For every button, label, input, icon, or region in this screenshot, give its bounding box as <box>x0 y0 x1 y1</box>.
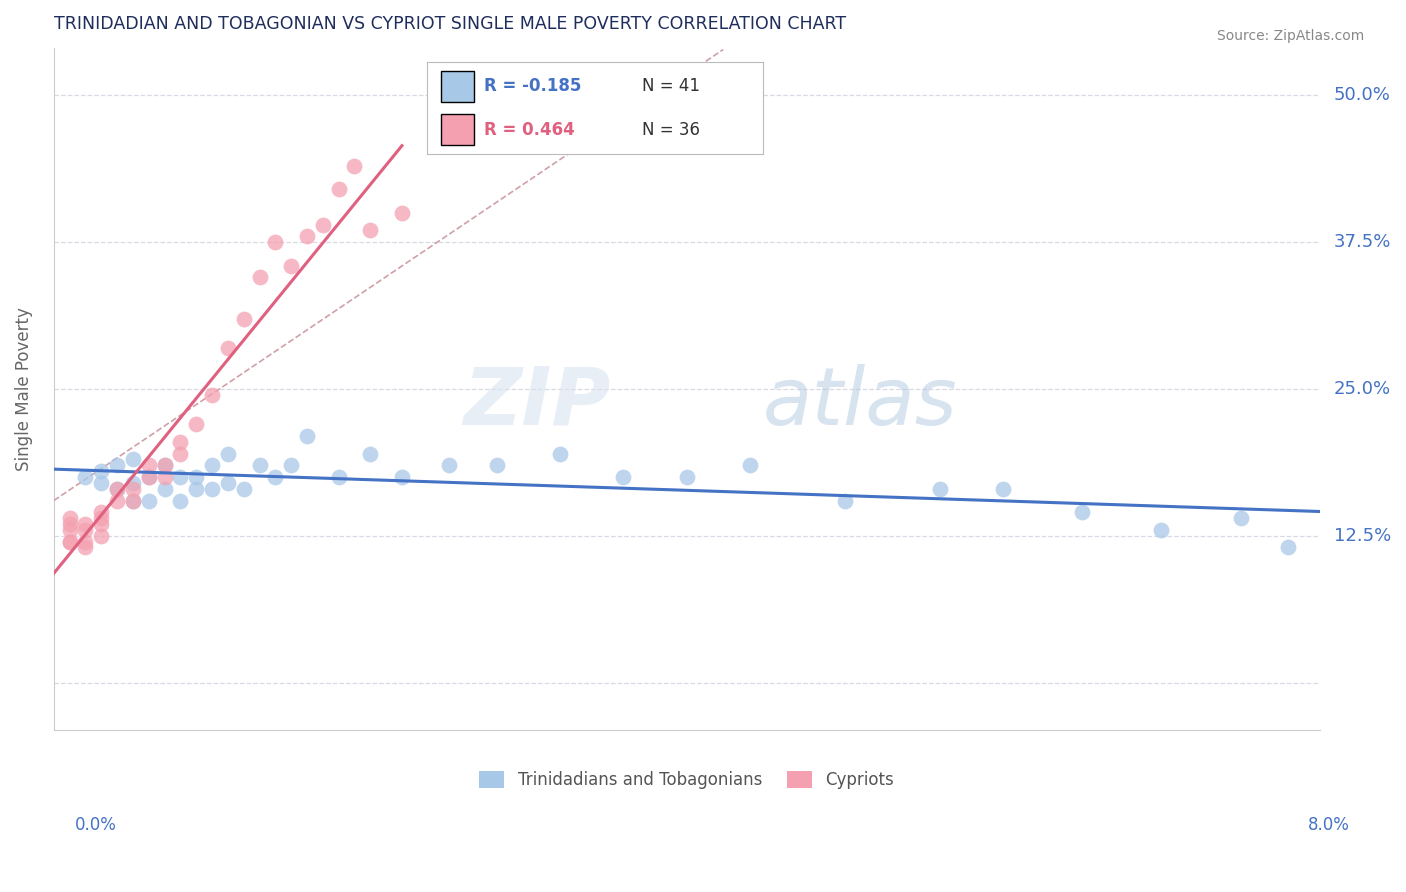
Point <box>359 446 381 460</box>
Point <box>105 482 128 496</box>
Point <box>122 452 145 467</box>
Point <box>295 229 318 244</box>
Point <box>328 470 350 484</box>
Point <box>105 493 128 508</box>
Point <box>232 482 254 496</box>
Point <box>217 475 239 490</box>
Point <box>169 434 191 449</box>
Text: 37.5%: 37.5% <box>1334 233 1391 252</box>
Point <box>122 475 145 490</box>
Point <box>138 470 160 484</box>
Point <box>1277 541 1299 555</box>
Point <box>138 493 160 508</box>
Point <box>280 458 302 473</box>
Point <box>359 223 381 237</box>
Text: Source: ZipAtlas.com: Source: ZipAtlas.com <box>1216 29 1364 43</box>
Point <box>548 446 571 460</box>
Point <box>232 311 254 326</box>
Point <box>249 458 271 473</box>
Point <box>75 516 97 531</box>
Point <box>138 470 160 484</box>
Point <box>295 429 318 443</box>
Point <box>122 493 145 508</box>
Point <box>312 218 335 232</box>
Point <box>186 470 208 484</box>
Text: 0.0%: 0.0% <box>75 816 117 834</box>
Point <box>391 206 413 220</box>
Point <box>249 270 271 285</box>
Point <box>153 458 176 473</box>
Point <box>343 159 366 173</box>
Point <box>59 534 82 549</box>
Point <box>485 458 508 473</box>
Point <box>186 482 208 496</box>
Point <box>105 458 128 473</box>
Point <box>439 458 461 473</box>
Point <box>138 458 160 473</box>
Point <box>929 482 952 496</box>
Point <box>59 516 82 531</box>
Text: 8.0%: 8.0% <box>1308 816 1350 834</box>
Point <box>834 493 856 508</box>
Point <box>153 458 176 473</box>
Point <box>264 470 287 484</box>
Text: 12.5%: 12.5% <box>1334 527 1391 545</box>
Point <box>59 511 82 525</box>
Point <box>90 529 112 543</box>
Point <box>75 470 97 484</box>
Point <box>75 523 97 537</box>
Text: atlas: atlas <box>762 364 957 442</box>
Text: TRINIDADIAN AND TOBAGONIAN VS CYPRIOT SINGLE MALE POVERTY CORRELATION CHART: TRINIDADIAN AND TOBAGONIAN VS CYPRIOT SI… <box>53 15 846 33</box>
Point <box>391 470 413 484</box>
Point <box>169 446 191 460</box>
Legend: Trinidadians and Tobagonians, Cypriots: Trinidadians and Tobagonians, Cypriots <box>472 764 901 796</box>
Point <box>217 446 239 460</box>
Point <box>1229 511 1251 525</box>
Point <box>280 259 302 273</box>
Point <box>612 470 634 484</box>
Point <box>169 470 191 484</box>
Point <box>738 458 761 473</box>
Point <box>59 523 82 537</box>
Text: 25.0%: 25.0% <box>1334 380 1391 398</box>
Point <box>153 482 176 496</box>
Point <box>75 541 97 555</box>
Point <box>122 493 145 508</box>
Point <box>675 470 697 484</box>
Point <box>90 475 112 490</box>
Point <box>59 534 82 549</box>
Point <box>75 534 97 549</box>
Point <box>90 516 112 531</box>
Point <box>201 388 224 402</box>
Point <box>169 493 191 508</box>
Point <box>993 482 1015 496</box>
Text: 50.0%: 50.0% <box>1334 87 1391 104</box>
Point <box>201 458 224 473</box>
Point <box>1150 523 1173 537</box>
Point <box>90 505 112 519</box>
Point <box>186 417 208 432</box>
Y-axis label: Single Male Poverty: Single Male Poverty <box>15 307 32 471</box>
Point <box>90 511 112 525</box>
Point <box>153 470 176 484</box>
Point <box>122 482 145 496</box>
Point <box>105 482 128 496</box>
Text: ZIP: ZIP <box>464 364 610 442</box>
Point <box>90 464 112 478</box>
Point <box>328 182 350 196</box>
Point <box>264 235 287 250</box>
Point <box>1071 505 1094 519</box>
Point <box>201 482 224 496</box>
Point <box>217 341 239 355</box>
